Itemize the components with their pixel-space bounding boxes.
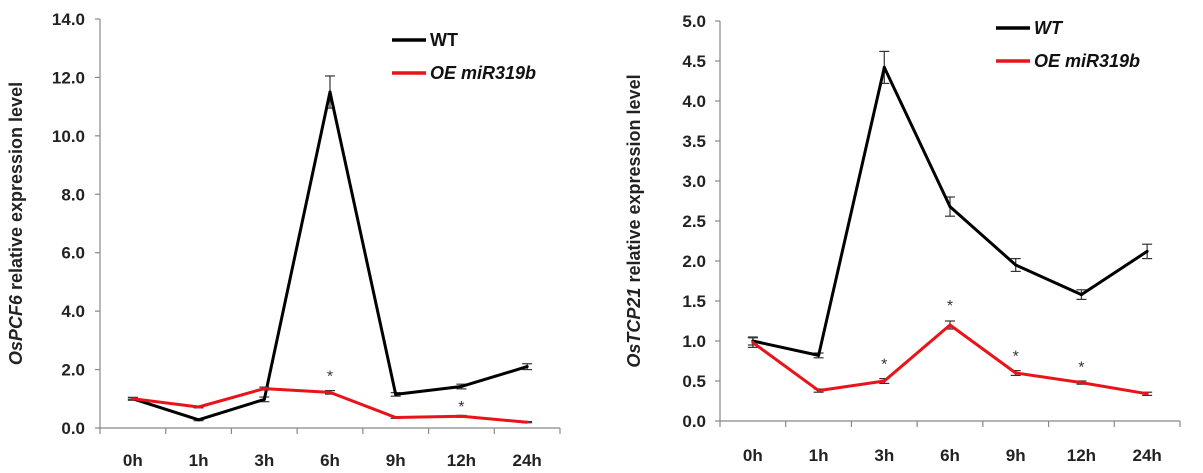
- y-tick-label: 5.0: [682, 12, 706, 31]
- data-point: [1079, 381, 1083, 385]
- data-point: [459, 385, 463, 389]
- series-oe-mir319b: [747, 320, 1153, 396]
- x-tick-label: 0h: [743, 446, 763, 465]
- y-axis-label-text: relative expression level: [6, 82, 26, 295]
- x-tick-label: 1h: [809, 446, 829, 465]
- data-point: [328, 390, 332, 394]
- y-axis-label: OsTCP21 relative expression level: [624, 74, 644, 367]
- data-point: [948, 323, 952, 327]
- data-point: [1014, 263, 1018, 267]
- data-point: [1079, 293, 1083, 297]
- legend-label: OE miR319b: [430, 63, 536, 83]
- x-tick-label: 24h: [1132, 446, 1161, 465]
- significance-marker: *: [1078, 360, 1084, 377]
- data-point: [394, 415, 398, 419]
- y-axis-label-gene: OsTCP21: [624, 288, 644, 368]
- y-axis-label-gene: OsPCF6: [6, 294, 26, 365]
- x-tick-label: 0h: [123, 451, 143, 470]
- legend: WT OE miR319b: [392, 30, 536, 83]
- series-oe-mir319b: [127, 386, 533, 424]
- data-point: [525, 365, 529, 369]
- y-tick-label: 4.0: [61, 302, 85, 321]
- y-tick-label: 0.0: [61, 419, 85, 438]
- legend-label: WT: [1034, 18, 1064, 38]
- y-axis-label: OsPCF6 relative expression level: [6, 82, 26, 365]
- y-tick-label: 1.0: [682, 332, 706, 351]
- y-axis-label-text: relative expression level: [624, 74, 644, 287]
- data-point: [262, 387, 266, 391]
- x-tick-label: 3h: [254, 451, 274, 470]
- significance-marker: *: [1013, 348, 1019, 365]
- x-tick-label: 12h: [447, 451, 476, 470]
- data-point: [394, 392, 398, 396]
- x-tick-label: 1h: [189, 451, 209, 470]
- significance-marker: *: [327, 368, 333, 385]
- data-point: [817, 389, 821, 393]
- y-tick-label: 6.0: [61, 244, 85, 263]
- data-point: [817, 353, 821, 357]
- x-tick-label: 12h: [1067, 446, 1096, 465]
- data-point: [882, 65, 886, 69]
- data-point: [1145, 392, 1149, 396]
- y-tick-label: 8.0: [61, 185, 85, 204]
- y-tick-label: 2.0: [682, 252, 706, 271]
- significance-marker: *: [458, 399, 464, 416]
- x-tick-label: 9h: [386, 451, 406, 470]
- series-wt: [127, 75, 533, 422]
- y-tick-label: 12.0: [52, 68, 85, 87]
- data-point: [197, 405, 201, 409]
- y-tick-label: 2.5: [682, 212, 706, 231]
- data-point: [525, 420, 529, 424]
- y-tick-label: 4.5: [682, 52, 706, 71]
- data-point: [262, 397, 266, 401]
- legend-label: WT: [430, 30, 458, 50]
- y-tick-label: 3.5: [682, 132, 706, 151]
- y-tick-label: 4.0: [682, 92, 706, 111]
- y-tick-label: 0.0: [682, 412, 706, 431]
- series-line: [752, 323, 1148, 396]
- data-point: [751, 341, 755, 345]
- y-tick-label: 2.0: [61, 361, 85, 380]
- x-tick-label: 3h: [874, 446, 894, 465]
- significance-marker: *: [881, 356, 887, 373]
- data-point: [882, 379, 886, 383]
- significance-marker: *: [947, 298, 953, 315]
- x-tick-label: 24h: [512, 451, 541, 470]
- chart-1: 0.0 2.0 4.0 6.0 8.0 10.0 12.0 14.0 0h 1h 3h 6h 9h 12h…: [6, 10, 561, 470]
- data-point: [328, 90, 332, 94]
- data-point: [197, 418, 201, 422]
- x-tick-label: 9h: [1006, 446, 1026, 465]
- x-tick-label: 6h: [320, 451, 340, 470]
- legend-label: OE miR319b: [1034, 51, 1140, 71]
- chart-2: 0.0 0.5 1.0 1.5 2.0 2.5 3.0 3.5 4.0 4.5 5.0 0h 1h 3h 6…: [624, 12, 1181, 465]
- y-tick-label: 10.0: [52, 127, 85, 146]
- data-point: [1145, 249, 1149, 253]
- data-point: [131, 397, 135, 401]
- y-tick-label: 0.5: [682, 372, 706, 391]
- data-point: [459, 414, 463, 418]
- y-tick-label: 3.0: [682, 172, 706, 191]
- series-wt: [747, 50, 1153, 359]
- data-point: [948, 205, 952, 209]
- x-tick-label: 6h: [940, 446, 960, 465]
- y-tick-label: 1.5: [682, 292, 706, 311]
- data-point: [1014, 371, 1018, 375]
- legend: WT OE miR319b: [996, 18, 1140, 71]
- y-tick-label: 14.0: [52, 10, 85, 29]
